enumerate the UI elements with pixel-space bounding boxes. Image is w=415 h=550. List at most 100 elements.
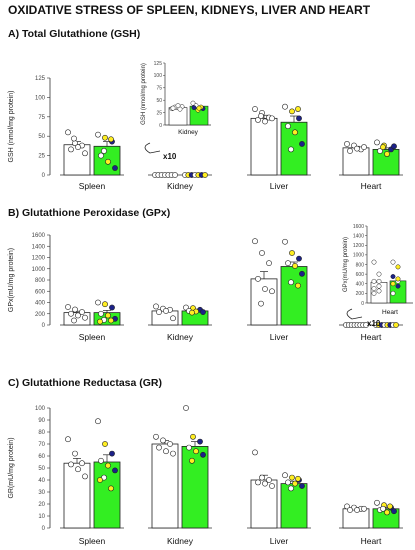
data-point [347,148,352,153]
inset-data-point [396,284,400,288]
y-tick-label: 80 [38,430,45,436]
data-point [259,475,264,480]
inset-tick-label: 25 [156,110,162,116]
inset-y-label: GSH (nmol/mg protein) [141,63,147,125]
data-point [75,144,80,149]
y-tick-label: 50 [38,466,45,472]
data-point [97,319,102,324]
data-point [71,318,76,323]
data-point [71,136,76,141]
inset-data-point [391,282,395,286]
data-point [79,461,84,466]
y-tick-label: 10 [38,514,45,520]
y-tick-label: 200 [35,312,46,318]
data-point [108,137,113,142]
inset-tick-label: 200 [356,291,365,297]
data-point [292,130,297,135]
category-label: Kidney [167,536,194,546]
inset-data-point [192,105,196,109]
data-point [387,504,392,509]
y-axis-label: GR(mU/mg protein) [8,437,15,498]
data-point [292,263,297,268]
inset-data-point [377,284,381,288]
y-axis-label: GSH (nmol/mg protein) [8,91,15,163]
data-point [156,445,161,450]
inset-tick-label: 800 [356,262,365,268]
y-tick-label: 1000 [32,267,46,273]
data-point [200,452,205,457]
data-point [170,316,175,321]
inset-tick-label: 400 [356,282,365,288]
inset-tick-label: 0 [361,301,364,307]
data-point [282,239,287,244]
inset-tick-label: 1400 [353,233,364,239]
data-point [163,308,168,313]
inset-data-point [372,260,376,264]
inset-tick-label: 1000 [353,253,364,259]
data-point [361,506,366,511]
data-point [391,144,396,149]
y-tick-label: 50 [38,134,45,140]
data-point [269,289,274,294]
data-point [285,480,290,485]
panel-c-chart: 0 10 20 30 40 50 60 70 80 90 100 GR(mU/mg protein) S… [8,405,403,546]
data-point [288,486,293,491]
data-point [255,276,260,281]
data-point [72,451,77,456]
data-point [202,172,207,177]
data-point [65,304,70,309]
data-point [190,434,195,439]
data-point [258,301,263,306]
data-point [97,477,102,482]
data-point [98,311,103,316]
data-point [102,135,107,140]
zoom-multiplier-label: x10 [163,152,177,161]
inset-data-point [377,272,381,276]
data-point [282,104,287,109]
y-tick-label: 25 [38,154,45,160]
data-point [167,441,172,446]
data-point [262,286,267,291]
control-bar [251,118,277,175]
data-point [269,116,274,121]
data-point [289,109,294,114]
y-tick-label: 1600 [32,233,46,239]
data-point [98,458,103,463]
y-tick-label: 0 [42,173,46,179]
data-point [75,467,80,472]
data-point [200,309,205,314]
data-point [160,438,165,443]
category-label: Liver [270,181,289,191]
category-label: Liver [270,332,289,342]
data-point [101,148,106,153]
gpx-heart-inset: 0 200 400 600 800 1000 1200 1400 1600 GPx(mU/mg p… [343,224,413,328]
control-bar [64,463,90,528]
data-point [75,313,80,318]
data-point [112,468,117,473]
inset-data-point [377,279,381,283]
control-bar [343,148,369,175]
data-point [189,310,194,315]
data-point [252,450,257,455]
data-point [391,509,396,514]
data-point [380,144,385,149]
figure-title: OXIDATIVE STRESS OF SPLEEN, KIDNEYS, LIV… [8,3,371,17]
data-point [105,463,110,468]
panel-b-title: B) Glutathione Peroxidase (GPx) [8,207,170,219]
data-point [285,261,290,266]
inset-tick-label: 1600 [353,224,364,230]
inset-category-label: Heart [382,309,398,316]
inset-data-point [391,274,395,278]
y-tick-label: 800 [35,278,46,284]
data-point [299,141,304,146]
data-point [296,256,301,261]
y-axis-label: GPx(mU/mg protein) [8,248,15,312]
data-point [82,315,87,320]
inset-tick-label: 600 [356,272,365,278]
category-label: Heart [361,181,382,191]
data-point [102,302,107,307]
data-point [259,250,264,255]
data-point [374,140,379,145]
y-tick-label: 0 [42,323,46,329]
data-point [153,304,158,309]
